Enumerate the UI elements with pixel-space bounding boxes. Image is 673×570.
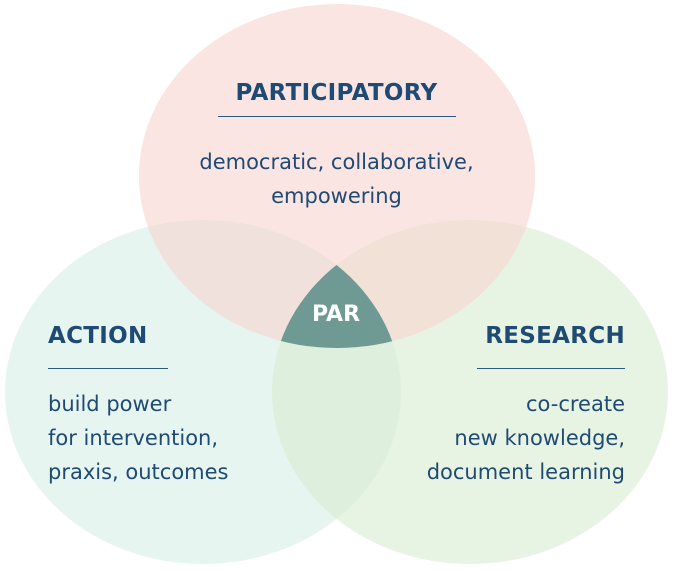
action-divider xyxy=(48,368,168,369)
circle-participatory xyxy=(139,4,535,348)
research-description-line-1: co-create xyxy=(525,392,625,416)
participatory-description-line-1: democratic, collaborative, xyxy=(199,150,474,174)
action-description-line-1: build power xyxy=(48,392,172,416)
par-center-label: PAR xyxy=(311,302,361,327)
action-description-line-2: for intervention, xyxy=(48,426,219,450)
research-description-line-2: new knowledge, xyxy=(454,426,625,450)
research-divider xyxy=(477,368,625,369)
participatory-divider xyxy=(218,116,456,117)
action-title: ACTION xyxy=(48,323,148,349)
research-title: RESEARCH xyxy=(485,323,625,349)
participatory-title: PARTICIPATORY xyxy=(235,80,438,106)
par-center-region xyxy=(272,220,401,348)
participatory-description-line-2: empowering xyxy=(271,184,402,208)
research-description-line-3: document learning xyxy=(426,460,625,484)
action-description-line-3: praxis, outcomes xyxy=(48,460,229,484)
